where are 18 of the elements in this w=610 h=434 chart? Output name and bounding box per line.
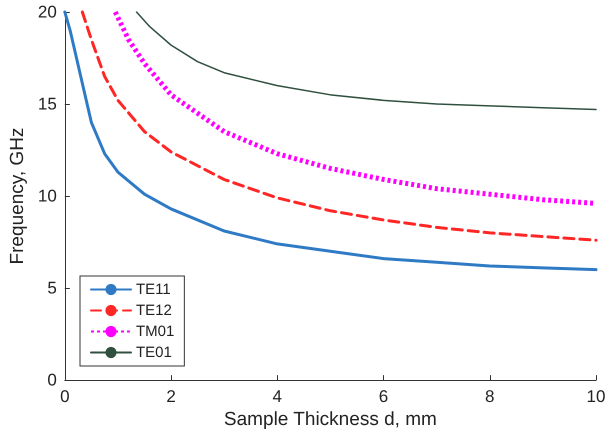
x-tick-label: 6: [378, 387, 388, 406]
y-tick-label: 0: [47, 370, 57, 390]
x-tick-label: 2: [166, 387, 176, 406]
y-tick-label: 5: [47, 278, 57, 298]
x-tick-label: 10: [586, 387, 606, 406]
y-tick-label: 15: [38, 94, 57, 114]
x-tick-label: 4: [272, 387, 282, 406]
y-tick-label: 10: [38, 186, 57, 206]
legend-label: TM01: [136, 323, 174, 340]
x-tick-label: 8: [485, 387, 494, 406]
y-axis-title: Frequency, GHz: [7, 128, 28, 265]
legend-label: TE11: [136, 281, 171, 298]
y-tick-label: 20: [38, 2, 57, 22]
legend-label: TE01: [136, 344, 172, 361]
legend-label: TE12: [136, 302, 172, 319]
line-series: [136, 11, 597, 110]
x-axis-title: Sample Thickness d, mm: [224, 409, 437, 430]
x-tick-label: 0: [60, 387, 70, 406]
